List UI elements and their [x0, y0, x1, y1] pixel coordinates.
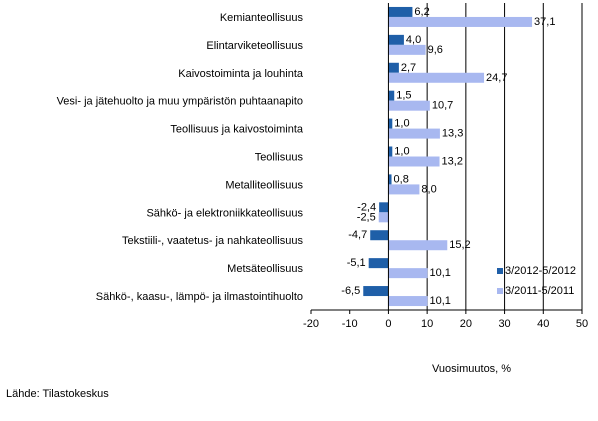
- category-label: Vesi- ja jätehuolto ja muu ympäristön pu…: [57, 96, 303, 108]
- x-tick-label: 10: [421, 318, 433, 330]
- data-label: 10,1: [430, 267, 451, 279]
- x-tick-label: -10: [342, 318, 358, 330]
- data-label: 24,7: [486, 72, 507, 84]
- category-label: Tekstiili-, vaatetus- ja nahkateollisuus: [122, 235, 303, 247]
- bar: [388, 6, 413, 17]
- bar: [388, 100, 430, 111]
- data-label: -2,4: [357, 201, 376, 213]
- x-axis-label: Vuosimuutos, %: [432, 363, 511, 375]
- category-label: Teollisuus: [255, 152, 304, 164]
- data-label: 1,0: [394, 118, 409, 130]
- data-label: 1,5: [396, 90, 411, 102]
- legend: 3/2012-5/2012 3/2011-5/2011: [497, 265, 576, 297]
- bar: [388, 268, 428, 279]
- x-axis: -20 -10 0 10 20 30 40 50: [303, 3, 588, 330]
- x-tick-label: 50: [576, 318, 588, 330]
- data-label: 2,7: [401, 62, 416, 74]
- data-label: 4,0: [406, 34, 421, 46]
- data-label: 10,1: [430, 295, 451, 307]
- category-label: Teollisuus ja kaivostoiminta: [170, 124, 304, 136]
- bar: [388, 156, 440, 167]
- x-tick-label: 0: [385, 318, 391, 330]
- x-tick-label: -20: [303, 318, 319, 330]
- bar: [368, 258, 389, 269]
- bar: [388, 296, 428, 307]
- bar: [388, 146, 393, 157]
- data-label: 1,0: [394, 146, 409, 158]
- data-label: 37,1: [534, 16, 555, 28]
- data-label: 15,2: [449, 239, 470, 251]
- bar: [388, 118, 393, 129]
- category-label: Metalliteollisuus: [225, 179, 303, 191]
- bar: [388, 44, 426, 55]
- data-label: 13,2: [442, 156, 463, 168]
- bar: [379, 202, 389, 213]
- data-label: -2,5: [357, 211, 376, 223]
- data-label: 13,3: [442, 128, 463, 140]
- bar: [363, 286, 389, 297]
- data-label: -6,5: [341, 285, 360, 297]
- data-label: 9,6: [428, 44, 443, 56]
- category-label: Kemianteollisuus: [220, 12, 304, 24]
- bar: [388, 240, 448, 251]
- legend-swatch: [497, 268, 503, 274]
- source-note: Lähde: Tilastokeskus: [6, 388, 109, 400]
- data-label: 8,0: [421, 183, 436, 195]
- x-tick-label: 20: [460, 318, 472, 330]
- data-label: 10,7: [432, 100, 453, 112]
- bar: [370, 230, 389, 241]
- bar: [388, 184, 420, 195]
- legend-swatch: [497, 288, 503, 294]
- legend-entry: 3/2012-5/2012: [505, 265, 576, 277]
- bar: [388, 174, 392, 185]
- data-label: 0,8: [394, 173, 409, 185]
- bar: [388, 128, 440, 139]
- bar: [388, 16, 533, 27]
- category-label: Elintarviketeollisuus: [206, 40, 303, 52]
- bar: [388, 90, 395, 101]
- bar: [388, 62, 399, 73]
- category-label: Kaivostoiminta ja louhinta: [178, 68, 304, 80]
- category-label: Sähkö- ja elektroniikkateollisuus: [146, 207, 303, 219]
- legend-entry: 3/2011-5/2011: [505, 285, 574, 297]
- category-labels: Kemianteollisuus Elintarviketeollisuus Kai…: [57, 12, 304, 303]
- category-label: Sähkö-, kaasu-, lämpö- ja ilmastointihuo…: [96, 291, 303, 303]
- bar: [378, 212, 389, 223]
- gridlines: [426, 3, 583, 310]
- bar: [388, 72, 485, 83]
- data-labels: 6,2 37,1 4,0 9,6 2,7 24,7 1,5 10,7 1,0 13,3 1,0 13,…: [341, 6, 555, 307]
- x-tick-label: 40: [537, 318, 549, 330]
- data-label: -5,1: [347, 257, 366, 269]
- data-label: -4,7: [348, 229, 367, 241]
- bar: [388, 34, 404, 45]
- category-label: Metsäteollisuus: [227, 263, 303, 275]
- data-label: 6,2: [414, 6, 429, 18]
- x-tick-label: 30: [498, 318, 510, 330]
- bars: [363, 6, 533, 307]
